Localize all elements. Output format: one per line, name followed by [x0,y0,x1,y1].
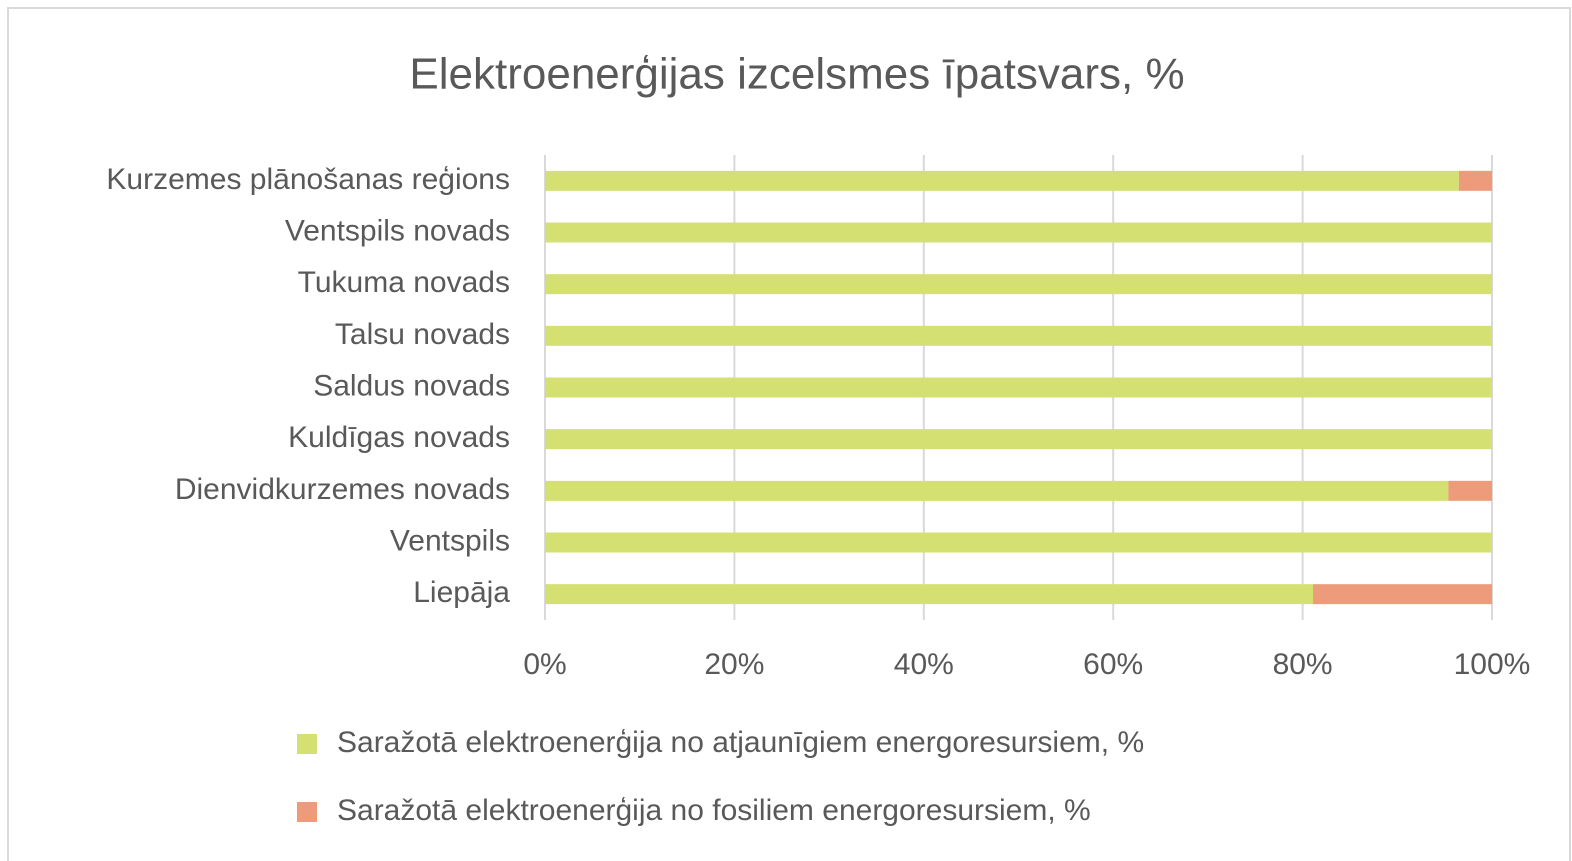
bar-segment [545,584,1314,605]
y-tick-label: Kuldīgas novads [288,421,510,454]
bar-segment [1458,170,1492,191]
bar-segment [1313,584,1492,605]
y-tick-label: Liepāja [413,576,510,609]
chart-title: Elektroenerģijas izcelsmes īpatsvars, % [409,50,1184,99]
y-tick-label: Ventspils novads [285,214,510,247]
legend-swatch [297,802,317,822]
legend-label: Saražotā elektroenerģija no atjaunīgiem … [337,726,1144,759]
bar-segment [1448,480,1492,501]
y-tick-label: Saldus novads [313,369,510,402]
bar-segment [545,377,1492,398]
bar-segment [545,222,1492,243]
y-tick-label: Ventspils [390,524,510,557]
x-tick-label: 40% [894,648,954,681]
x-tick-label: 60% [1083,648,1143,681]
x-tick-label: 0% [523,648,566,681]
x-tick-label: 20% [704,648,764,681]
bar-segment [545,274,1492,295]
bar-segment [545,170,1459,191]
y-tick-label: Talsu novads [335,318,510,351]
y-tick-label: Kurzemes plānošanas reģions [106,163,510,196]
y-tick-label: Tukuma novads [298,266,510,299]
bar-segment [545,429,1492,450]
y-tick-label: Dienvidkurzemes novads [175,473,510,506]
legend-swatch [297,734,317,754]
bar-segment [545,480,1449,501]
bar-segment [545,532,1492,553]
x-tick-label: 100% [1454,648,1531,681]
legend-label: Saražotā elektroenerģija no fosiliem ene… [337,794,1091,827]
x-tick-label: 80% [1273,648,1333,681]
bar-segment [545,325,1492,346]
